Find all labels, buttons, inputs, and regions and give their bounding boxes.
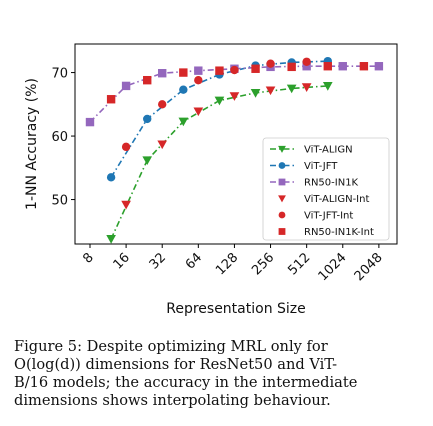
x-tick-label: 64 <box>183 250 205 272</box>
legend-marker <box>279 179 286 186</box>
legend-label: RN50-IN1K <box>304 178 359 189</box>
data-point <box>230 66 238 74</box>
data-point <box>143 115 151 123</box>
legend-label: ViT-JFT-Int <box>304 211 353 222</box>
data-point <box>194 76 202 84</box>
data-point <box>230 92 240 101</box>
y-tick-label: 60 <box>51 130 68 145</box>
legend-marker <box>279 228 286 235</box>
data-point <box>121 201 131 210</box>
data-point <box>324 62 332 70</box>
y-tick-label: 50 <box>51 194 68 209</box>
caption-line-3: B/16 models; the accuracy in the interme… <box>14 374 419 392</box>
data-point <box>122 143 130 151</box>
y-axis-label: 1-NN Accuracy (%) <box>24 78 40 210</box>
data-point <box>251 65 259 73</box>
x-tick-label: 32 <box>147 250 169 272</box>
caption-line-1: Figure 5: Despite optimizing MRL only fo… <box>14 338 419 356</box>
data-point <box>158 100 166 108</box>
data-point <box>122 82 130 90</box>
caption-line-4: dimensions shows interpolating behaviour… <box>14 392 419 410</box>
data-point <box>106 235 116 244</box>
legend-label: ViT-JFT <box>304 161 338 172</box>
x-axis-label: Representation Size <box>166 301 306 317</box>
data-point <box>158 69 166 77</box>
data-point <box>179 86 187 94</box>
legend-label: RN50-IN1K-Int <box>304 227 374 238</box>
data-point <box>107 95 115 103</box>
data-point <box>215 97 225 106</box>
data-point <box>339 62 347 70</box>
data-point <box>179 118 189 127</box>
data-point <box>86 118 94 126</box>
x-tick-label: 1024 <box>316 250 350 284</box>
y-tick-label: 70 <box>51 67 68 82</box>
data-point <box>266 59 274 67</box>
data-point <box>179 68 187 76</box>
caption-line-2: O(log(d)) dimensions for ResNet50 and Vi… <box>14 356 419 374</box>
figure-caption: Figure 5: Despite optimizing MRL only fo… <box>14 338 419 410</box>
data-point <box>375 62 383 70</box>
legend-label: ViT-ALIGN-Int <box>304 194 369 205</box>
x-tick-label: 16 <box>111 250 133 272</box>
data-point <box>143 76 151 84</box>
data-point <box>251 89 261 98</box>
legend-label: ViT-ALIGN <box>304 145 353 156</box>
data-point <box>194 66 202 74</box>
data-point <box>215 66 223 74</box>
data-point <box>287 63 295 71</box>
data-point <box>107 173 115 181</box>
accuracy-chart: 8 16 32 64 128 256 512 1024 2048 50 60 70 1-NN Accu… <box>0 0 433 335</box>
data-point <box>142 156 152 165</box>
legend-marker <box>279 162 286 169</box>
legend: ViT-ALIGN ViT-JFT RN50-IN1K ViT-ALIGN-Int Vi… <box>263 138 389 240</box>
x-tick-label: 512 <box>285 250 313 278</box>
x-tick-label: 8 <box>80 250 96 266</box>
x-tick-label: 2048 <box>352 250 386 284</box>
x-tick-label: 256 <box>249 250 277 278</box>
data-point <box>302 58 310 66</box>
x-tick-label: 128 <box>213 250 241 278</box>
legend-marker <box>279 212 286 219</box>
data-point <box>360 62 368 70</box>
